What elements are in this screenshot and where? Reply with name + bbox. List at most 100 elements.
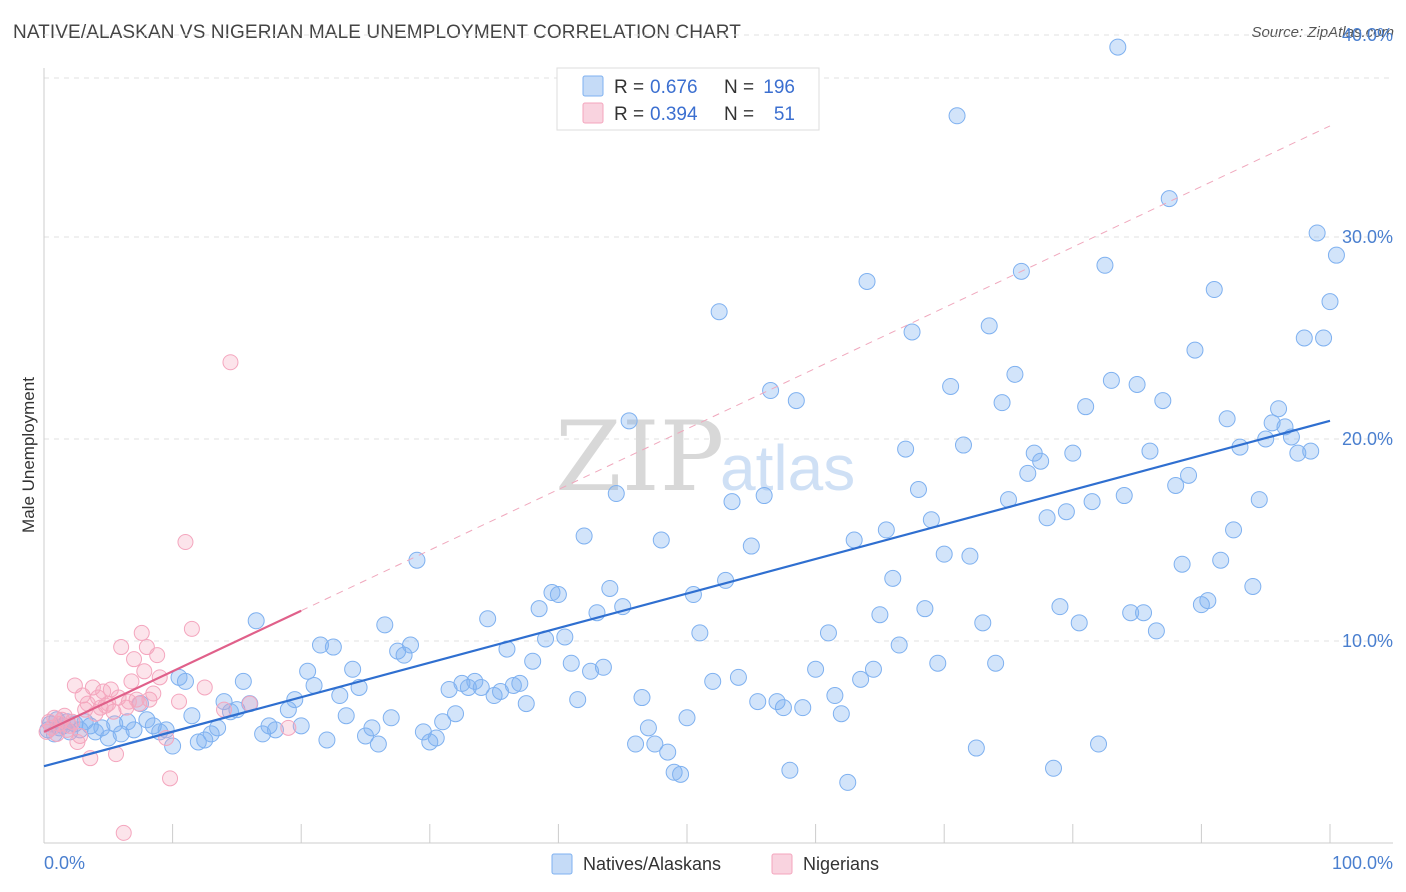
native-point — [729, 668, 747, 686]
native-point — [1135, 604, 1153, 622]
nigerian-point — [126, 651, 143, 668]
native-point — [819, 624, 837, 642]
legend-r-value-1: 0.676 — [650, 77, 698, 98]
native-point — [1019, 464, 1037, 482]
x-tick-max: 100.0% — [1332, 853, 1393, 873]
natives-trend-line — [43, 419, 1331, 768]
native-point — [517, 695, 535, 713]
native-point — [369, 735, 387, 753]
native-point — [318, 731, 336, 749]
native-point — [845, 531, 863, 549]
native-point — [755, 487, 773, 505]
native-point — [99, 729, 117, 747]
native-point — [1064, 444, 1082, 462]
native-point — [144, 717, 162, 735]
native-point — [749, 693, 767, 711]
native-point — [299, 662, 317, 680]
native-point — [466, 672, 484, 690]
nigerian-point — [145, 685, 162, 702]
native-point — [1083, 493, 1101, 511]
native-point — [93, 719, 111, 737]
native-point — [311, 636, 329, 654]
native-point — [1096, 256, 1114, 274]
native-point — [434, 713, 452, 731]
bottom-legend-swatch-nigerians — [771, 853, 793, 875]
native-point — [1051, 598, 1069, 616]
native-point — [942, 377, 960, 395]
native-point — [202, 725, 220, 743]
native-point — [1154, 392, 1172, 410]
native-point — [1295, 329, 1313, 347]
native-point — [678, 709, 696, 727]
native-point — [1032, 452, 1050, 470]
native-point — [1057, 503, 1075, 521]
nigerians-points — [38, 354, 297, 841]
native-point — [665, 763, 683, 781]
native-point — [980, 317, 998, 335]
native-point — [877, 521, 895, 539]
native-point — [974, 614, 992, 632]
native-point — [794, 699, 812, 717]
native-point — [106, 715, 124, 733]
native-point — [1128, 375, 1146, 393]
native-point — [839, 773, 857, 791]
native-point — [1160, 190, 1178, 208]
native-point — [305, 676, 323, 694]
native-point — [884, 569, 902, 587]
native-point — [807, 660, 825, 678]
y-tick-label: 40.0% — [1342, 25, 1393, 45]
native-point — [916, 600, 934, 618]
native-point — [459, 678, 477, 696]
nigerian-point — [133, 624, 150, 641]
native-point — [768, 693, 786, 711]
native-point — [929, 654, 947, 672]
trend-lines — [43, 125, 1331, 768]
native-point — [1205, 281, 1223, 299]
legend-n-label-2: N = — [724, 104, 754, 125]
native-point — [704, 672, 722, 690]
native-point — [1225, 521, 1243, 539]
native-point — [138, 711, 156, 729]
native-point — [427, 729, 445, 747]
native-point — [234, 672, 252, 690]
native-point — [1038, 509, 1056, 527]
nigerian-point — [196, 679, 213, 696]
native-point — [967, 739, 985, 757]
legend-swatch-natives — [582, 75, 604, 97]
native-point — [627, 735, 645, 753]
native-point — [890, 636, 908, 654]
native-point — [575, 527, 593, 545]
bottom-legend-swatch-natives — [551, 853, 573, 875]
native-point — [1289, 444, 1307, 462]
watermark-zip: ZIP — [555, 401, 724, 513]
native-point — [1180, 466, 1198, 484]
native-point — [652, 531, 670, 549]
native-point — [1218, 410, 1236, 428]
native-point — [408, 551, 426, 569]
native-point — [864, 660, 882, 678]
native-point — [1186, 341, 1204, 359]
native-point — [504, 676, 522, 694]
native-point — [1321, 293, 1339, 311]
native-point — [1308, 224, 1326, 242]
native-point — [215, 693, 233, 711]
native-point — [871, 606, 889, 624]
native-point — [472, 678, 490, 696]
nigerian-point — [113, 639, 130, 656]
native-point — [247, 612, 265, 630]
native-point — [1244, 577, 1262, 595]
native-point — [826, 687, 844, 705]
native-point — [961, 547, 979, 565]
native-point — [543, 584, 561, 602]
native-point — [1167, 476, 1185, 494]
native-point — [993, 394, 1011, 412]
nigerian-point — [177, 534, 194, 551]
source-label: Source: ZipAtlas.com — [1251, 24, 1394, 41]
native-point — [1302, 442, 1320, 460]
native-point — [1141, 442, 1159, 460]
nigerian-point — [149, 647, 166, 664]
native-point — [607, 485, 625, 503]
native-point — [331, 687, 349, 705]
legend-n-label-1: N = — [724, 77, 754, 98]
native-point — [324, 638, 342, 656]
